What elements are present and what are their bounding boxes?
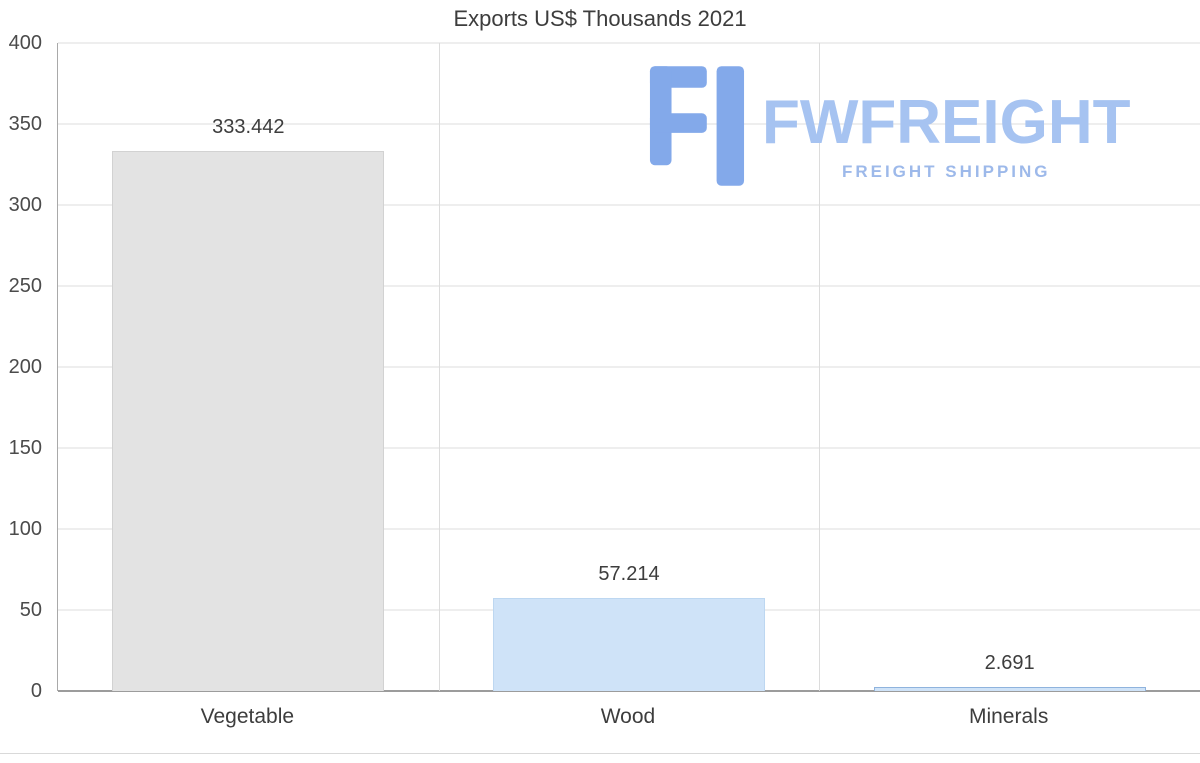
y-tick-label: 0 xyxy=(30,680,42,702)
y-tick-label: 100 xyxy=(8,518,42,540)
gridline xyxy=(58,447,1200,449)
y-tick-label: 50 xyxy=(19,599,42,621)
gridline xyxy=(58,123,1200,125)
fwfreight-logo-icon xyxy=(649,66,745,186)
x-axis: Vegetable Wood Minerals xyxy=(57,691,1199,737)
bar-slot: 57.214 xyxy=(439,43,820,691)
gridline xyxy=(58,528,1200,530)
category-separator-gridline xyxy=(438,43,440,691)
bar-wood xyxy=(492,598,765,691)
gridline xyxy=(58,42,1200,44)
y-tick-label: 150 xyxy=(8,437,42,459)
value-label-wood: 57.214 xyxy=(598,563,660,586)
logo-wordmark: FWFREIGHT xyxy=(762,88,1131,157)
chart-bottom-border xyxy=(0,753,1200,754)
y-tick-label: 300 xyxy=(8,194,42,216)
bar-minerals xyxy=(873,686,1146,691)
y-tick-label: 350 xyxy=(8,113,42,135)
gridline xyxy=(58,204,1200,206)
bar-vegetable xyxy=(112,150,385,691)
bar-slot: 333.442 xyxy=(58,43,439,691)
x-tick-label-vegetable: Vegetable xyxy=(200,705,295,728)
y-axis: 0 50 100 150 200 250 300 350 400 xyxy=(0,33,50,701)
category-separator-gridline xyxy=(819,43,821,691)
y-tick-label: 200 xyxy=(8,356,42,378)
y-tick-label: 250 xyxy=(8,275,42,297)
watermark-logo: FWFREIGHT FREIGHT SHIPPING xyxy=(648,64,1131,188)
logo-subtitle: FREIGHT SHIPPING xyxy=(841,162,1051,181)
x-tick-label-minerals: Minerals xyxy=(968,705,1049,728)
gridline xyxy=(58,285,1200,287)
bar-slot: 2.691 xyxy=(819,43,1200,691)
x-tick-label-wood: Wood xyxy=(600,705,656,728)
x-axis-baseline xyxy=(58,690,1200,692)
logo-text-block: FWFREIGHT FREIGHT SHIPPING xyxy=(762,92,1131,182)
plot-area: 333.442 57.214 2.691 xyxy=(57,42,1200,692)
value-label-vegetable: 333.442 xyxy=(212,115,285,138)
y-tick-label: 400 xyxy=(8,32,42,54)
value-label-minerals: 2.691 xyxy=(984,651,1035,674)
gridline xyxy=(58,366,1200,368)
chart-title: Exports US$ Thousands 2021 xyxy=(453,6,747,31)
